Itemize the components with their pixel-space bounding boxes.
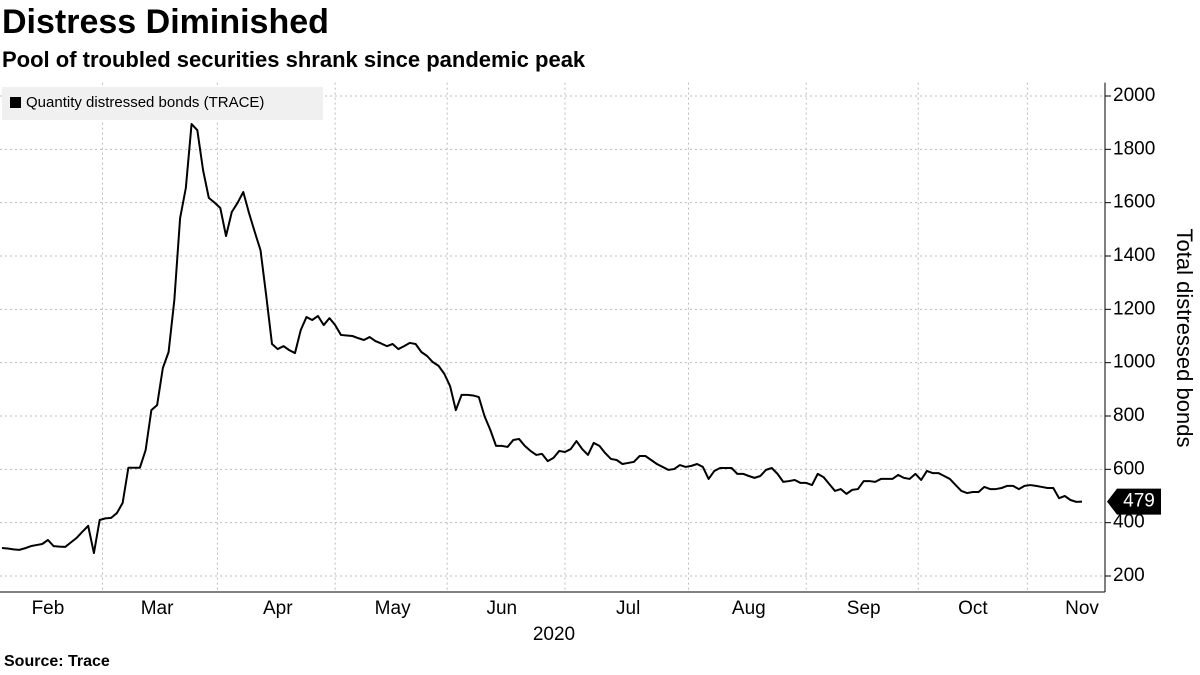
x-tick-label: Jun bbox=[486, 598, 517, 619]
y-tick-label: 400 bbox=[1113, 512, 1145, 533]
y-tick-label: 800 bbox=[1113, 405, 1145, 426]
x-tick-label: Feb bbox=[32, 598, 65, 619]
legend-label: Quantity distressed bonds (TRACE) bbox=[26, 94, 264, 111]
x-tick-label: May bbox=[375, 598, 411, 619]
last-value-label: 479 bbox=[1123, 491, 1155, 512]
x-tick-label: Aug bbox=[732, 598, 766, 619]
y-tick-label: 600 bbox=[1113, 458, 1145, 479]
x-axis-label: 2020 bbox=[533, 624, 575, 645]
y-tick-label: 2000 bbox=[1113, 85, 1155, 106]
legend-swatch bbox=[10, 97, 21, 108]
x-tick-label: Apr bbox=[263, 598, 293, 619]
y-tick-label: 1400 bbox=[1113, 245, 1155, 266]
x-tick-label: Jul bbox=[616, 598, 640, 619]
chart-title: Distress Diminished bbox=[2, 3, 329, 41]
x-tick-label: Mar bbox=[141, 598, 174, 619]
y-tick-label: 1000 bbox=[1113, 352, 1155, 373]
x-tick-label: Sep bbox=[847, 598, 881, 619]
legend: Quantity distressed bonds (TRACE) bbox=[2, 87, 323, 120]
last-value-box bbox=[1107, 488, 1161, 515]
chart-subtitle: Pool of troubled securities shrank since… bbox=[2, 47, 586, 72]
y-tick-label: 200 bbox=[1113, 565, 1145, 586]
y-tick-label: 1800 bbox=[1113, 138, 1155, 159]
data-line bbox=[1, 123, 1083, 555]
y-tick-label: 1200 bbox=[1113, 298, 1155, 319]
x-tick-label: Nov bbox=[1065, 598, 1099, 619]
y-tick-label: 1600 bbox=[1113, 192, 1155, 213]
legend-box bbox=[2, 87, 323, 120]
source-note: Source: Trace bbox=[4, 653, 110, 670]
y-axis-label: Total distressed bonds bbox=[1172, 229, 1197, 448]
x-tick-label: Oct bbox=[958, 598, 988, 619]
